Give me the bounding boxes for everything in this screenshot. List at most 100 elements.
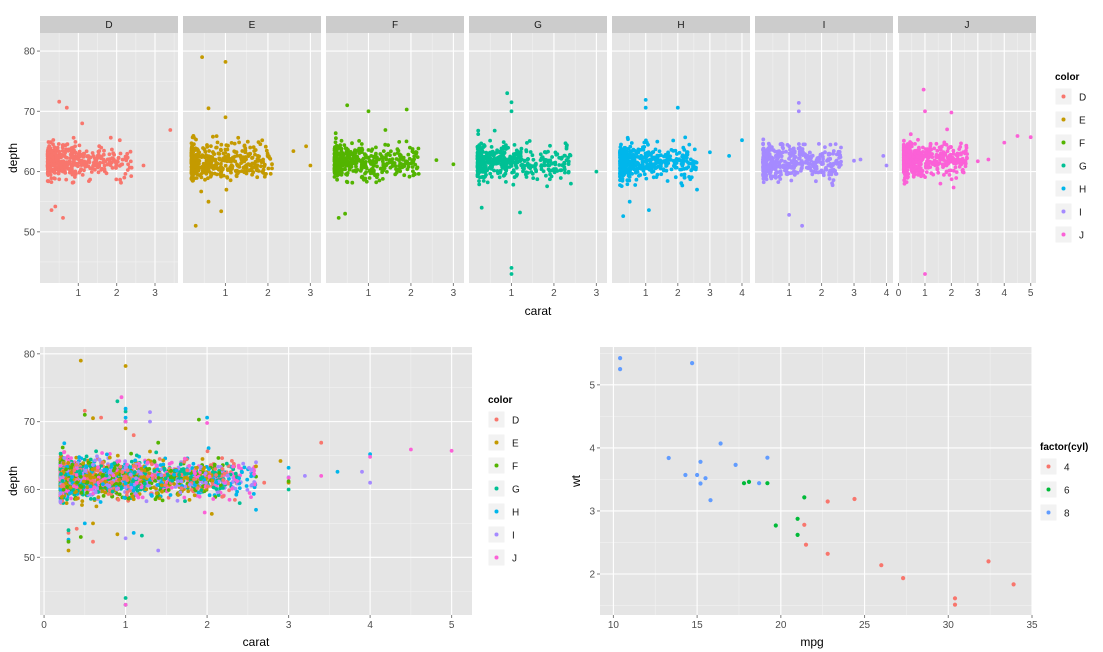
facet-G-point — [487, 159, 492, 164]
facet-H-point — [642, 165, 646, 170]
facet-I-point — [763, 153, 768, 157]
facet-E-point — [206, 199, 211, 204]
facet-D-point — [97, 149, 102, 153]
facet-E-point — [265, 153, 270, 158]
facet-D-point — [51, 169, 56, 174]
facet-E-point — [206, 106, 211, 111]
facet-D-point — [120, 162, 125, 167]
facet-J-point — [921, 150, 925, 154]
facet-J-point — [920, 169, 925, 173]
facet-E-point — [190, 177, 195, 182]
facet-H-point — [630, 156, 634, 161]
facet-F-point — [406, 161, 411, 166]
facet-E-point — [201, 146, 205, 150]
facet-H-point — [655, 156, 660, 160]
combined-E-point — [78, 358, 83, 363]
facet-F-point — [414, 150, 419, 155]
combined-H-point — [227, 476, 231, 481]
facet-D-point — [127, 165, 132, 170]
facet-H-point — [618, 168, 622, 173]
facet-G-point — [558, 176, 563, 180]
facet-G-point — [560, 155, 564, 160]
facet-D-point — [48, 146, 52, 151]
combined-I-point — [183, 484, 188, 489]
facet-E-point — [224, 143, 229, 148]
facet-I-point — [791, 146, 796, 151]
facet-H-x-tick-label: 4 — [739, 288, 745, 299]
facet-E-point — [242, 159, 247, 164]
facet-J-point — [924, 161, 928, 166]
facet-H-point — [625, 182, 630, 187]
combined-I-point — [245, 488, 250, 492]
facet-I-point — [797, 142, 801, 146]
facet-legend-key-dot — [1061, 117, 1066, 122]
facet-G-point — [518, 151, 523, 156]
facet-J-point — [951, 148, 956, 153]
facet-H-point — [619, 156, 624, 161]
facet-G-point — [526, 157, 530, 161]
facet-G-point — [550, 155, 554, 159]
facet-J-point — [907, 143, 912, 148]
facet-D-point — [91, 154, 96, 158]
combined-H-point — [168, 493, 173, 497]
facet-J-point — [953, 165, 958, 170]
facet-legend-key-dot — [1061, 209, 1066, 214]
facet-F-point — [350, 180, 355, 185]
facet-I-x-tick-label: 3 — [851, 288, 857, 299]
facet-D-y-tick-label: 80 — [24, 47, 36, 58]
combined-F-point — [129, 451, 134, 456]
facet-legend-label: H — [1079, 185, 1086, 196]
facet-I-point — [796, 101, 801, 105]
combined-F-point — [86, 460, 91, 465]
combined-D-point — [131, 433, 136, 438]
combined-E-point — [94, 504, 99, 509]
facet-D-point — [122, 175, 127, 180]
facet-E-point — [207, 156, 212, 161]
facet-G-point — [491, 158, 496, 163]
combined-J-point — [69, 496, 73, 501]
facet-F-point — [343, 167, 347, 172]
facet-G-point — [518, 159, 523, 164]
facet-J-point — [938, 181, 943, 186]
combined-x-tick-label: 1 — [123, 620, 129, 631]
facet-H-x-tick-label: 1 — [643, 288, 649, 299]
facet-E-point — [251, 145, 256, 150]
facet-F-point — [374, 159, 379, 163]
facet-I-point — [810, 162, 815, 167]
facet-J-point — [934, 155, 939, 160]
facet-I-point — [767, 169, 772, 173]
facet-F-point — [384, 156, 388, 161]
facet-D-point — [110, 166, 115, 170]
facet-F-point — [412, 154, 417, 159]
combined-G-point — [183, 499, 187, 503]
facet-H-point — [681, 145, 686, 150]
combined-E-point — [66, 548, 71, 553]
combined-D-point — [213, 467, 218, 471]
facet-E-point — [253, 152, 257, 157]
combined-D-point — [82, 408, 87, 413]
combined-E-point — [187, 498, 192, 502]
facet-G-point — [511, 182, 516, 187]
facet-D-point — [93, 167, 97, 172]
facet-J-point — [929, 171, 934, 176]
facet-G-point — [511, 155, 516, 160]
facet-G-point — [502, 162, 506, 167]
facet-H-point — [673, 175, 678, 180]
facet-G-point — [542, 160, 547, 165]
facet-D-point — [99, 168, 104, 172]
facet-H-point — [618, 183, 622, 188]
facet-J-point — [913, 172, 917, 177]
combined-H-point — [234, 492, 239, 497]
combined-D-point — [166, 495, 171, 500]
facet-I-point — [808, 150, 812, 155]
facet-I-point — [789, 160, 794, 165]
combined-D-point — [182, 459, 187, 464]
facet-I-point — [831, 161, 836, 166]
facet-D-point — [125, 151, 130, 156]
facet-D-point — [65, 148, 70, 153]
facet-E-x-tick-label: 2 — [265, 288, 271, 299]
facet-G-point — [509, 100, 514, 105]
facet-F-point — [374, 151, 378, 156]
facet-F-point — [399, 155, 404, 159]
facet-E-point — [219, 164, 223, 169]
